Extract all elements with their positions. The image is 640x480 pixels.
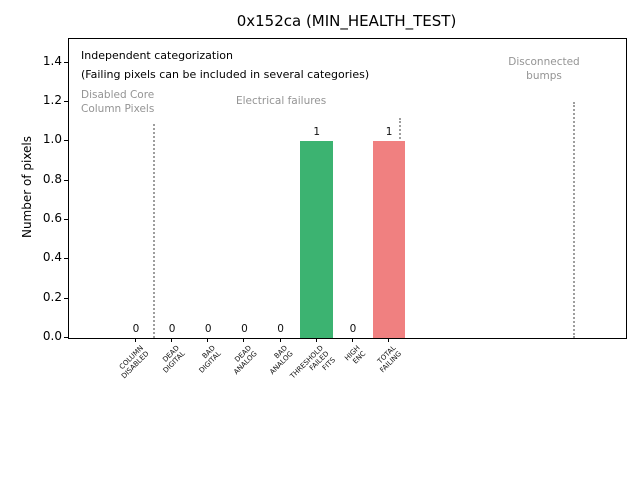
annotation-independent-categorization: Independent categorization	[81, 49, 233, 62]
bar-value-label: 0	[168, 323, 176, 335]
x-tick-label: TOTAL FAILING	[376, 344, 404, 375]
separator-line	[572, 101, 575, 338]
y-tick-mark	[64, 258, 68, 260]
y-tick-mark	[64, 179, 68, 181]
y-tick-mark	[64, 61, 68, 63]
annotation-failing-note: (Failing pixels can be included in sever…	[81, 68, 370, 81]
y-tick-label: 0.2	[42, 289, 62, 304]
y-tick-label: 0.4	[42, 250, 62, 265]
x-tick-mark	[134, 338, 136, 342]
bar-total-failing	[372, 141, 406, 338]
y-tick-label: 0.6	[42, 210, 62, 225]
x-tick-label: COLUMN DISABLED	[117, 344, 151, 381]
bar-value-label: 0	[277, 323, 284, 335]
bar-value-label: 1	[313, 126, 321, 139]
bar-value-label: 0	[349, 323, 357, 335]
bar-value-label: 0	[204, 323, 212, 335]
group-label-electrical-failures: Electrical failures	[236, 95, 327, 107]
bar-value-label: 1	[385, 126, 393, 139]
y-tick-label: 1.2	[42, 92, 62, 107]
y-tick-mark	[64, 100, 68, 102]
group-label-disconnected-bumps: Disconnected bumps	[508, 56, 580, 82]
x-tick-mark	[207, 338, 209, 342]
x-tick-label: DEAD ANALOG	[232, 344, 260, 377]
y-tick-label: 1.0	[42, 132, 62, 147]
x-tick-label: THRESHOLD FAILED FITS	[289, 344, 338, 381]
group-label-disabled-core-column-pixels: Disabled Core Column Pixels	[81, 89, 155, 115]
bar-value-label: 0	[241, 323, 248, 335]
x-tick-mark	[351, 338, 353, 342]
x-tick-label: BAD DIGITAL	[197, 344, 223, 375]
x-tick-label: DEAD DIGITAL	[160, 344, 187, 375]
separator-line	[152, 123, 155, 338]
y-tick-mark	[64, 297, 68, 299]
plot-area: Independent categorization (Failing pixe…	[68, 38, 627, 339]
bar-value-label: 0	[132, 323, 140, 335]
bar-threshold-failed-fits	[300, 141, 334, 338]
x-tick-mark	[388, 338, 390, 342]
y-tick-label: 0.8	[42, 171, 62, 186]
y-tick-mark	[64, 140, 68, 142]
x-tick-label: HIGH ENC	[343, 344, 368, 366]
y-tick-mark	[64, 218, 68, 220]
x-tick-mark	[171, 338, 173, 342]
y-tick-mark	[64, 337, 68, 338]
x-tick-mark	[315, 338, 317, 342]
y-tick-label: 0.0	[42, 329, 62, 343]
x-tick-mark	[243, 338, 245, 342]
x-tick-mark	[279, 338, 281, 342]
y-tick-label: 1.4	[42, 53, 62, 68]
chart-title: 0x152ca (MIN_HEALTH_TEST)	[236, 12, 457, 30]
